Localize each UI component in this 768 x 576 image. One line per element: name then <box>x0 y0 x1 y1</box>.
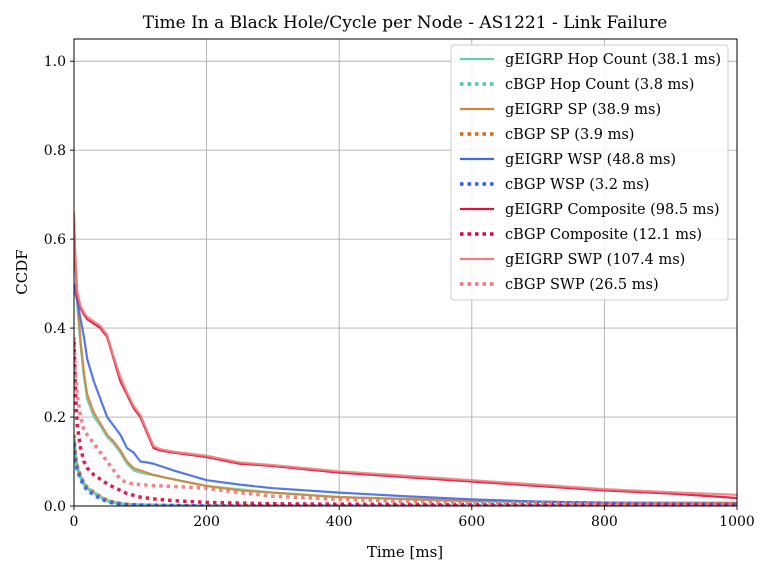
x-tick-label: 600 <box>458 514 485 530</box>
legend-label: cBGP Composite (12.1 ms) <box>505 227 702 243</box>
y-tick-label: 0.6 <box>44 232 66 248</box>
legend-label: cBGP SWP (26.5 ms) <box>505 277 659 293</box>
chart-title: Time In a Black Hole/Cycle per Node - AS… <box>143 13 668 33</box>
x-tick-label: 1000 <box>719 514 755 530</box>
legend-label: gEIGRP Composite (98.5 ms) <box>505 202 720 218</box>
plot-area-frame <box>73 38 738 507</box>
x-tick-label: 400 <box>326 514 353 530</box>
legend-label: cBGP SP (3.9 ms) <box>505 127 634 143</box>
x-tick-label: 800 <box>591 514 618 530</box>
y-tick-label: 0.4 <box>44 321 66 337</box>
x-axis-label: Time [ms] <box>367 543 443 561</box>
x-tick-label: 0 <box>70 514 79 530</box>
legend-label: gEIGRP SWP (107.4 ms) <box>505 252 685 268</box>
legend-label: gEIGRP SP (38.9 ms) <box>505 102 661 118</box>
y-axis-label: CCDF <box>13 249 31 294</box>
x-tick-label: 200 <box>193 514 220 530</box>
legend-label: gEIGRP Hop Count (38.1 ms) <box>505 52 721 68</box>
series-line-5 <box>74 283 737 505</box>
legend: gEIGRP Hop Count (38.1 ms) cBGP Hop Count… <box>450 44 729 301</box>
legend-label: cBGP Hop Count (3.8 ms) <box>505 77 694 93</box>
series-line-9 <box>74 212 737 496</box>
tick-layer: 0 200 400 600 800 1000 0.0 0.2 0.4 0.6 0.8 1.0 <box>44 54 755 530</box>
legend-label: gEIGRP WSP (48.8 ms) <box>505 152 676 168</box>
y-tick-label: 0.2 <box>44 410 66 426</box>
y-tick-label: 1.0 <box>44 54 66 70</box>
legend-box <box>450 44 729 301</box>
series-line-10 <box>74 336 737 506</box>
series-line-4 <box>74 434 737 506</box>
series-line-6 <box>74 443 737 506</box>
legend-label: cBGP WSP (3.2 ms) <box>505 177 649 193</box>
y-tick-label: 0.8 <box>44 143 66 159</box>
series-line-3 <box>74 225 737 504</box>
y-tick-label: 0.0 <box>44 499 66 515</box>
